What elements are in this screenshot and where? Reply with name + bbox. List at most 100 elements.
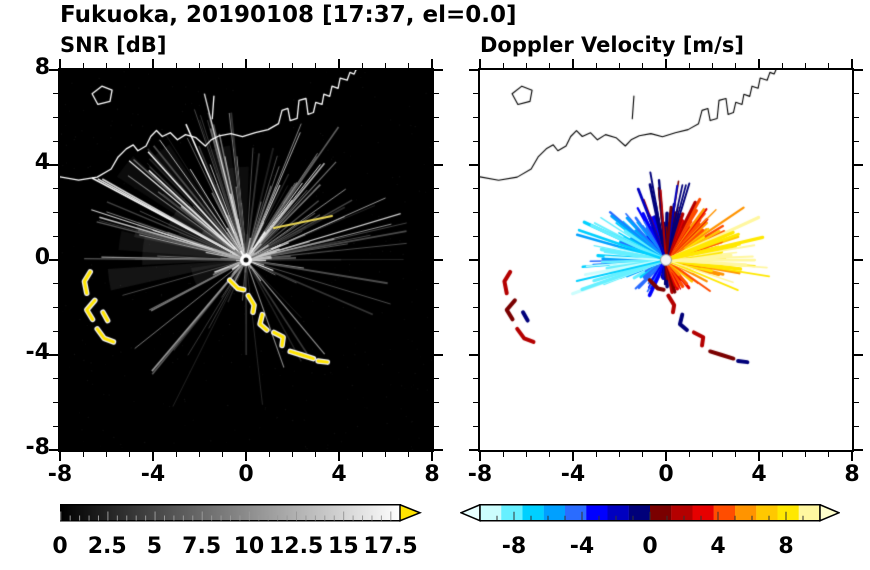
axis-tick [53, 330, 58, 332]
x-tick-label: -8 [467, 462, 493, 487]
axis-tick [268, 452, 270, 457]
axis-tick [222, 452, 224, 457]
axis-tick [595, 63, 597, 68]
doppler-panel-title: Doppler Velocity [m/s] [480, 33, 744, 57]
axis-tick [473, 402, 478, 403]
axis-tick [434, 164, 443, 166]
axis-tick [502, 63, 504, 68]
axis-tick [572, 452, 574, 461]
axis-tick [665, 59, 667, 68]
axis-tick [434, 425, 439, 427]
axis-tick [469, 449, 478, 451]
axis-tick [434, 402, 439, 403]
y-tick-label: 4 [34, 150, 50, 175]
axis-tick [642, 63, 644, 68]
axis-tick [469, 164, 478, 166]
doppler-plot-area [469, 59, 863, 461]
axis-tick [526, 63, 527, 68]
axis-tick [434, 449, 443, 451]
axis-tick [688, 452, 690, 457]
axis-tick [82, 452, 84, 457]
axis-tick [152, 452, 154, 461]
axis-tick [408, 452, 410, 457]
snr-colorbar-label: 5 [146, 534, 163, 559]
axis-tick [642, 452, 644, 457]
y-tick-label: 0 [34, 245, 50, 270]
axis-tick [854, 69, 863, 71]
x-tick-label: 8 [844, 462, 860, 487]
axis-tick [434, 69, 443, 71]
axis-tick [408, 63, 410, 68]
doppler-colorbar-label: -8 [501, 534, 527, 559]
axis-tick [338, 452, 340, 461]
axis-tick [854, 93, 859, 95]
axis-tick [473, 93, 478, 95]
axis-tick [854, 212, 859, 213]
axis-tick [53, 425, 58, 427]
axis-tick [473, 330, 478, 332]
axis-tick [854, 259, 863, 261]
axis-tick [434, 330, 439, 332]
axis-tick [712, 452, 713, 457]
axis-tick [854, 140, 859, 142]
axis-tick [469, 69, 478, 71]
axis-tick [361, 452, 363, 457]
axis-tick [315, 63, 317, 68]
axis-tick [473, 307, 478, 308]
axis-tick [469, 354, 478, 356]
x-tick-label: -8 [47, 462, 73, 487]
axis-tick [851, 452, 853, 461]
axis-tick [53, 93, 58, 95]
axis-tick [106, 63, 107, 68]
axis-tick [175, 452, 177, 457]
axis-tick [434, 235, 439, 237]
axis-tick [53, 117, 58, 118]
axis-tick [129, 452, 131, 457]
axis-tick [735, 63, 737, 68]
x-tick-label: 0 [658, 462, 674, 487]
axis-tick [106, 452, 107, 457]
axis-tick [469, 259, 478, 261]
doppler-ppi-image [480, 70, 852, 450]
axis-tick [854, 283, 859, 285]
doppler-colorbar-label: 8 [778, 534, 794, 559]
axis-tick [854, 402, 859, 403]
axis-tick [152, 59, 154, 68]
axis-tick [595, 452, 597, 457]
snr-colorbar-label: 17.5 [363, 534, 418, 559]
axis-tick [199, 63, 200, 68]
axis-tick [473, 117, 478, 118]
axis-tick [434, 93, 439, 95]
snr-colorbar-label: 10 [233, 534, 265, 559]
axis-tick [361, 63, 363, 68]
axis-tick [473, 425, 478, 427]
axis-tick [735, 452, 737, 457]
axis-tick [502, 452, 504, 457]
x-tick-label: 8 [424, 462, 440, 487]
axis-tick [434, 378, 439, 380]
snr-colorbar-label: 15 [328, 534, 359, 559]
axis-tick [434, 212, 439, 213]
axis-tick [805, 452, 806, 457]
axis-tick [712, 63, 713, 68]
doppler-colorbar-label: -4 [569, 534, 595, 559]
axis-tick [526, 452, 527, 457]
axis-tick [385, 452, 386, 457]
axis-tick [854, 330, 859, 332]
axis-tick [49, 259, 58, 261]
axis-tick [82, 63, 84, 68]
axis-tick [828, 63, 830, 68]
doppler-colorbar-label: 4 [710, 534, 726, 559]
axis-tick [385, 63, 386, 68]
axis-tick [431, 59, 433, 68]
axis-tick [434, 259, 443, 261]
axis-tick [53, 140, 58, 142]
axis-tick [854, 354, 863, 356]
axis-tick [53, 402, 58, 403]
axis-tick [434, 188, 439, 190]
axis-tick [781, 63, 783, 68]
axis-tick [473, 212, 478, 213]
x-tick-label: -4 [560, 462, 586, 487]
axis-tick [434, 140, 439, 142]
